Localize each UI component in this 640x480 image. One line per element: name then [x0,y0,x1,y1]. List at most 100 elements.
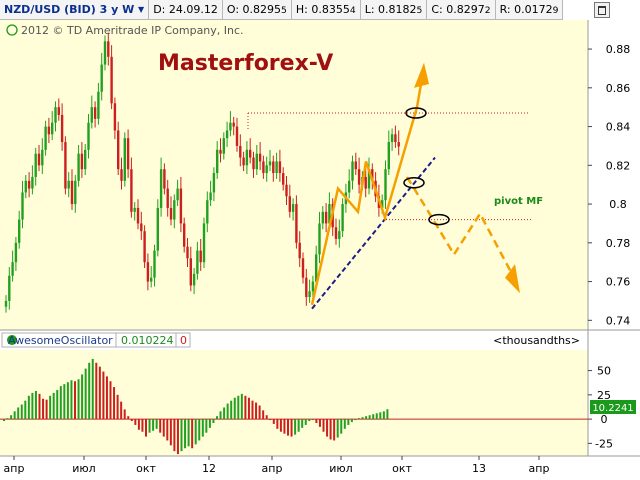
close-field: C: 0.82972 [427,0,496,19]
osc-bar [287,419,289,436]
osc-bar [329,419,332,440]
osc-bar [27,395,30,420]
candle-body [328,204,331,224]
osc-bar [105,376,108,420]
osc-bar [187,419,190,447]
time-tick-label: июл [329,462,352,475]
osc-bar [152,419,155,431]
osc-bar [127,416,130,420]
candle-body [74,180,77,205]
candle-body [367,169,371,189]
candle-body [321,211,324,224]
candle-body [4,300,8,307]
candle-body [153,250,156,278]
chart-header: NZD/USD (BID) 3 y W ▼ D: 24.09.12 O: 0.8… [0,0,564,20]
osc-param: 0 [180,334,187,347]
osc-bar [379,412,382,420]
osc-bar [340,419,343,434]
candle-body [387,142,390,170]
osc-value: 0.010224 [121,334,174,347]
osc-bar [372,414,375,420]
candle-body [301,258,305,278]
osc-bar [230,400,233,420]
watermark-title: Masterforex-V [158,51,333,76]
osc-bar [3,419,5,422]
candle-body [143,231,146,263]
osc-bar [45,399,48,420]
osc-bar [247,397,250,420]
osc-bar [13,411,16,420]
osc-bar [350,419,353,423]
osc-bar [276,419,279,429]
candle-body [298,242,301,259]
osc-bar [322,419,325,432]
candle-body [136,207,140,224]
candle-body [156,207,159,251]
candle-body [278,161,282,174]
candle-body [77,153,80,181]
osc-bar [244,395,247,420]
osc-bar [74,381,76,420]
pivot-label: pivot MF [494,196,543,207]
osc-bar [159,419,162,433]
osc-bar [130,419,133,422]
osc-bar [155,419,158,429]
dropdown-icon[interactable]: ▼ [135,5,145,14]
candle-body [84,149,87,170]
osc-bar [336,419,339,438]
candle-body [232,122,235,127]
date-field: D: 24.09.12 [149,0,223,19]
osc-bar [326,419,329,437]
osc-bar [347,419,350,425]
low-field: L: 0.81825 [361,0,428,19]
osc-bar [262,410,265,420]
key-point-ellipse [428,213,450,226]
candle-body [212,173,216,193]
osc-bar [240,393,243,420]
candle-body [173,200,176,220]
candle-body [381,200,384,208]
candle-body [103,41,107,65]
candle-body [41,149,44,166]
osc-bar [116,394,119,420]
osc-bar [66,382,69,420]
osc-bar [120,401,123,420]
osc-bar [38,393,41,420]
candle-body [295,204,298,243]
osc-bar [109,381,112,420]
candle-body [239,145,242,158]
osc-bar [162,419,165,437]
maximize-button[interactable] [594,2,610,18]
candle-body [21,192,24,220]
osc-bar [141,419,144,432]
candle-body [305,277,308,298]
time-tick-label: 13 [472,462,486,475]
candle-body [397,142,400,147]
osc-bar [134,419,137,425]
range-field: R: 0.01729 [496,0,564,19]
price-tick-label: 0.74 [606,314,631,327]
osc-bar [386,409,389,420]
candle-body [176,188,179,201]
time-tick-label: 12 [202,462,216,475]
osc-param-box [175,332,191,348]
candle-body [288,196,291,212]
osc-bar [361,417,364,420]
osc-bar [208,419,211,428]
candle-body [338,231,341,239]
osc-bar [205,419,208,433]
candle-body [315,254,318,282]
symbol-selector[interactable]: NZD/USD (BID) 3 y W ▼ [0,0,150,19]
osc-bar [198,419,201,441]
price-tick-label: 0.84 [606,121,631,134]
candle-body [189,258,192,286]
candle-body [34,153,37,177]
osc-bar [318,419,321,427]
osc-bar [219,411,222,420]
candle-body [67,180,70,189]
osc-bar [304,419,307,425]
price-plot [4,32,532,313]
last-value-label: 10.2241 [592,403,633,414]
candle-body [258,153,262,162]
